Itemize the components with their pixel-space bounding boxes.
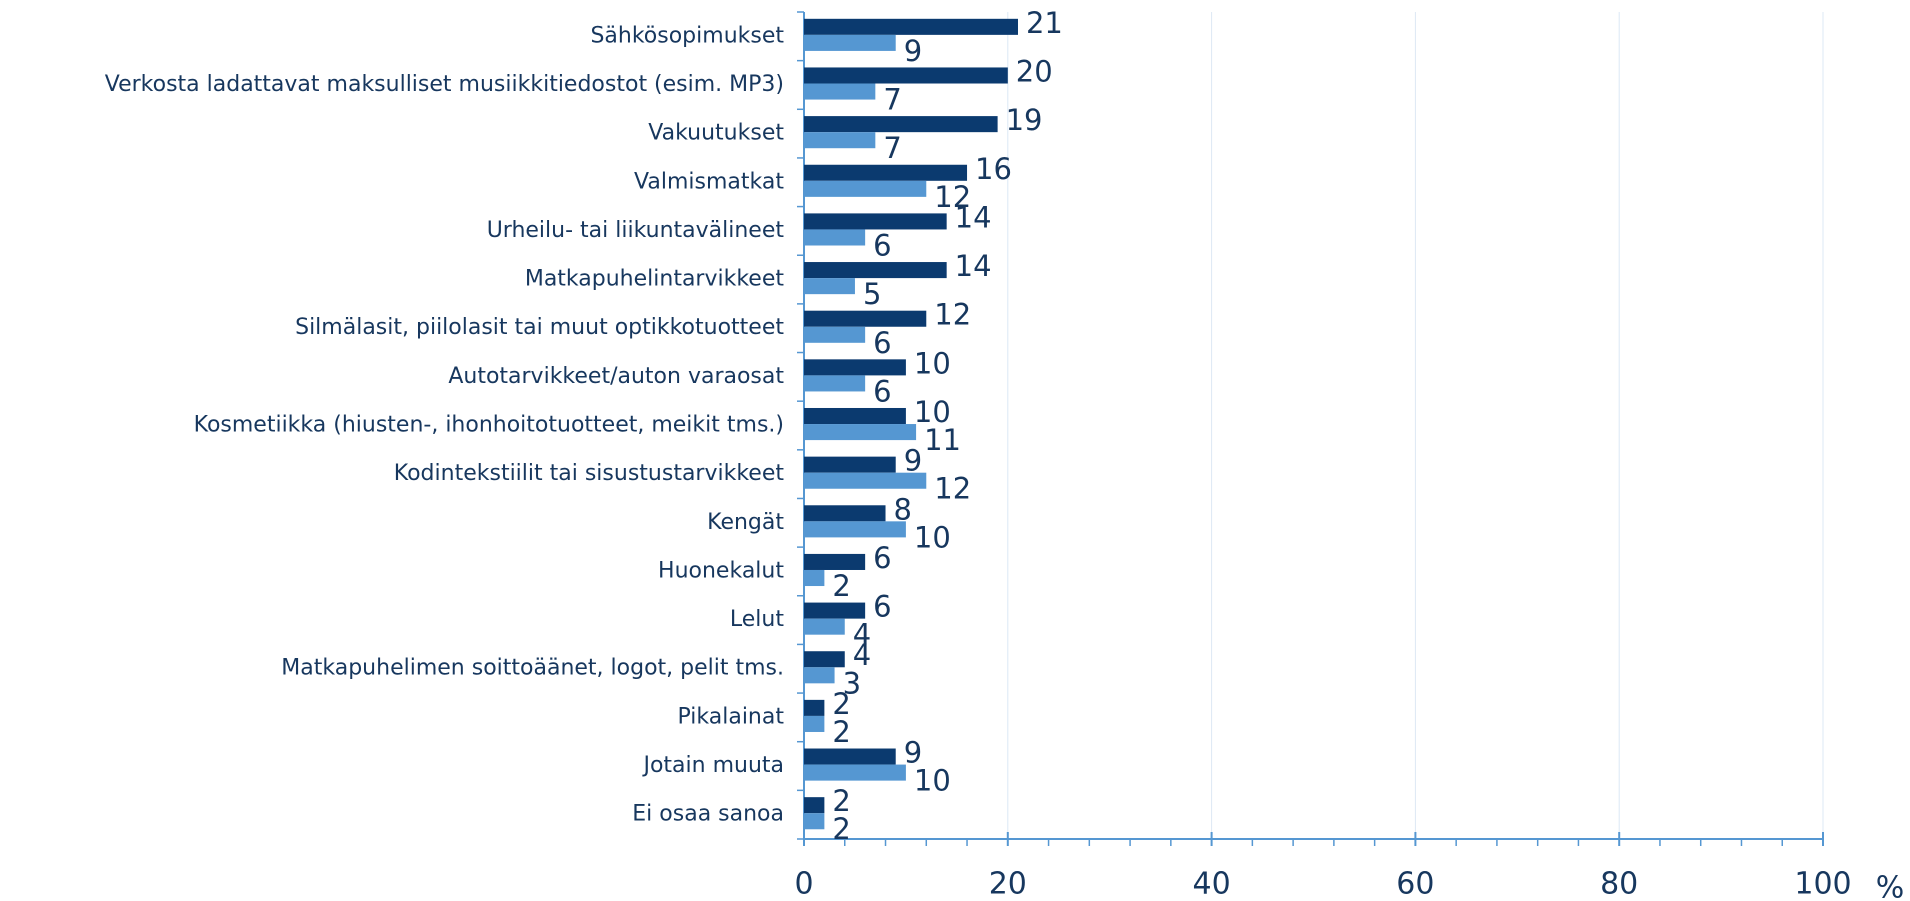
- value-label: 8: [894, 492, 912, 526]
- x-tick-label: 20: [989, 867, 1027, 901]
- value-label: 12: [934, 180, 971, 214]
- value-label: 10: [914, 395, 951, 429]
- category-label: Ei osaa sanoa: [632, 802, 784, 827]
- bar: [804, 34, 896, 51]
- value-label: 10: [914, 520, 951, 554]
- bar: [804, 83, 876, 100]
- bar: [804, 132, 876, 149]
- bar: [804, 472, 927, 489]
- category-label: Lelut: [730, 607, 784, 632]
- bar: [804, 180, 927, 197]
- category-label: Kengät: [707, 510, 784, 535]
- bar: [804, 116, 998, 133]
- bar: [804, 651, 845, 668]
- category-label: Verkosta ladattavat maksulliset musiikki…: [105, 72, 784, 97]
- value-label: 6: [873, 541, 891, 575]
- category-label: Valmismatkat: [634, 169, 784, 194]
- category-label: Kodintekstiilit tai sisustustarvikkeet: [394, 461, 785, 486]
- category-label: Autotarvikkeet/auton varaosat: [448, 364, 784, 389]
- x-tick-label: 60: [1396, 867, 1434, 901]
- value-label: 7: [883, 131, 901, 165]
- bar: [804, 164, 968, 181]
- bar: [804, 699, 825, 716]
- category-label: Sähkösopimukset: [590, 23, 784, 48]
- bar: [804, 229, 866, 246]
- category-label: Vakuutukset: [648, 121, 784, 146]
- bar: [804, 505, 886, 522]
- value-label: 12: [934, 472, 971, 506]
- category-label: Silmälasit, piilolasit tai muut optikkot…: [295, 315, 784, 340]
- category-label: Jotain muuta: [641, 753, 784, 778]
- value-label: 12: [934, 298, 971, 332]
- bar: [804, 310, 927, 327]
- bar: [804, 375, 866, 392]
- bar: [804, 326, 866, 343]
- x-axis-label: %: [1876, 871, 1905, 901]
- value-label: 2: [832, 784, 850, 818]
- value-label: 9: [904, 34, 922, 68]
- bar: [804, 521, 906, 538]
- value-label: 9: [904, 444, 922, 478]
- bar: [804, 456, 896, 473]
- category-label: Huonekalut: [658, 558, 784, 583]
- bar: [804, 278, 855, 295]
- value-label: 20: [1016, 54, 1053, 88]
- category-label: Urheilu- tai liikuntavälineet: [487, 218, 785, 243]
- bar: [804, 602, 866, 619]
- value-label: 4: [853, 638, 871, 672]
- bar: [804, 569, 825, 587]
- x-tick-label: 80: [1600, 867, 1638, 901]
- category-label: Matkapuhelintarvikkeet: [525, 267, 785, 292]
- value-label: 6: [873, 228, 891, 262]
- x-tick-label: 40: [1193, 867, 1231, 901]
- value-label: 19: [1006, 103, 1043, 137]
- value-label: 9: [904, 736, 922, 770]
- value-label: 7: [883, 83, 901, 117]
- value-label: 14: [955, 200, 992, 234]
- bar: [804, 67, 1008, 84]
- value-label: 11: [924, 423, 961, 457]
- bar: [804, 748, 896, 765]
- bar: [804, 813, 825, 830]
- value-label: 2: [832, 569, 850, 603]
- bar: [804, 213, 947, 230]
- bar: [804, 797, 825, 814]
- bar: [804, 715, 825, 732]
- bar: [804, 359, 906, 376]
- value-label: 6: [873, 590, 891, 624]
- bar: [804, 262, 947, 279]
- category-label: Pikalainat: [678, 704, 785, 729]
- x-tick-label: 100: [1794, 867, 1851, 901]
- bar: [804, 553, 866, 570]
- bar: [804, 764, 906, 781]
- value-label: 10: [914, 764, 951, 798]
- bar: [804, 407, 906, 425]
- value-label: 2: [832, 812, 850, 846]
- value-label: 6: [873, 374, 891, 408]
- value-label: 14: [955, 249, 992, 283]
- value-label: 16: [975, 152, 1012, 186]
- value-label: 6: [873, 326, 891, 360]
- bar: [804, 424, 917, 441]
- value-label: 5: [863, 277, 881, 311]
- value-label: 2: [832, 687, 850, 721]
- value-label: 10: [914, 346, 951, 380]
- value-label: 21: [1026, 6, 1063, 40]
- category-label: Matkapuhelimen soittoäänet, logot, pelit…: [281, 656, 784, 681]
- bar: [804, 667, 835, 684]
- category-label: Kosmetiikka (hiusten-, ihonhoitotuotteet…: [194, 413, 784, 438]
- bar: [804, 18, 1018, 35]
- x-tick-label: 0: [794, 867, 813, 901]
- value-label: 3: [843, 666, 861, 700]
- value-label: 4: [853, 618, 871, 652]
- value-label: 2: [832, 715, 850, 749]
- bar: [804, 618, 845, 635]
